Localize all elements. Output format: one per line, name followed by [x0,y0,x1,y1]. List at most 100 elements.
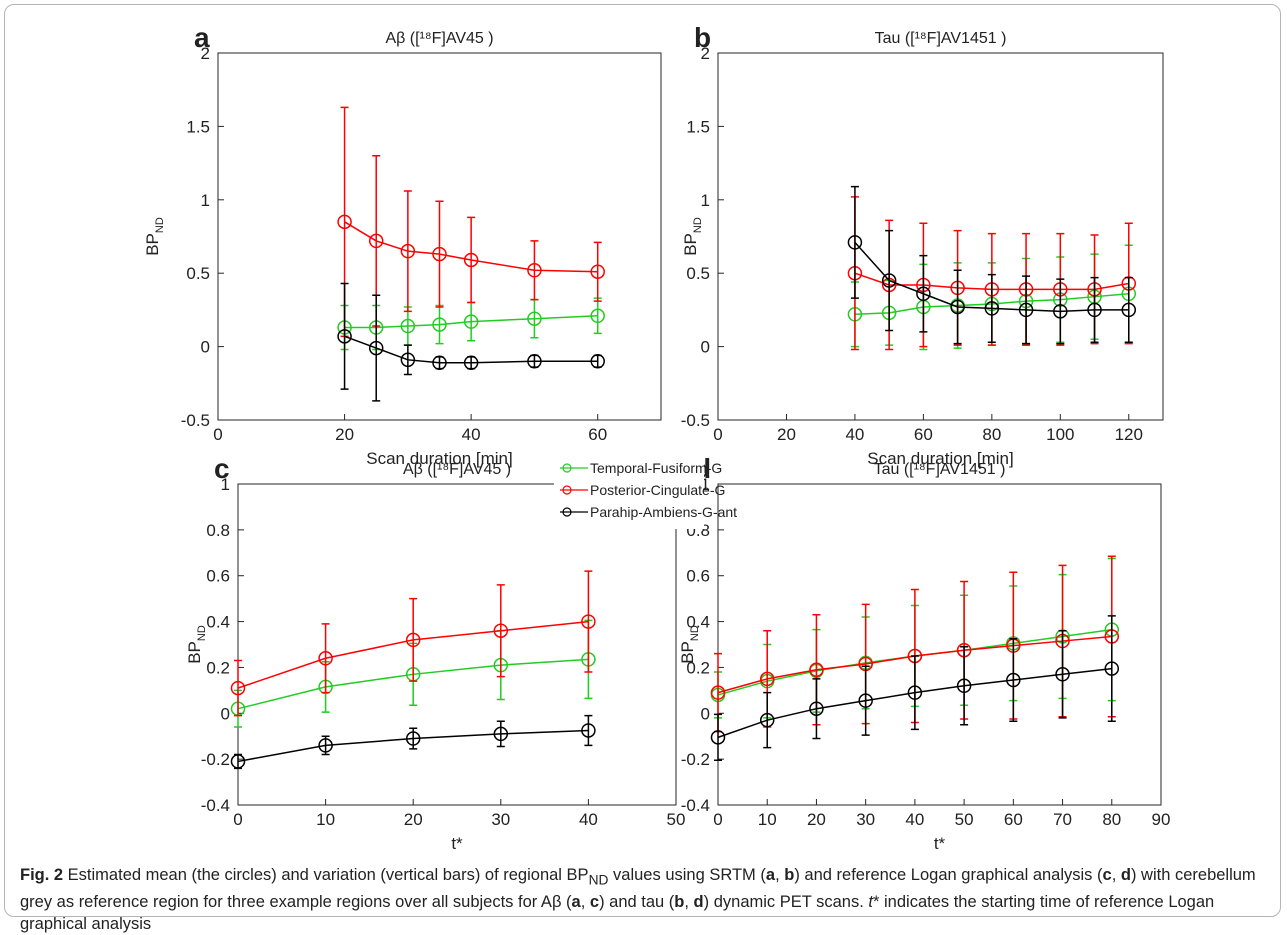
legend-label: Parahip-Ambiens-G-ant [590,504,737,520]
x-axis-label: Scan duration [min] [867,449,1013,468]
error-bar [435,200,444,308]
error-bar [714,713,722,762]
data-point [759,671,775,687]
x-tick-label: 40 [905,810,924,829]
y-axis-label-sub: ND [692,217,704,233]
data-point [847,235,863,250]
y-tick-label: 0 [701,338,710,357]
y-tick-label: -0.2 [681,750,710,769]
y-tick-label: 1.5 [686,117,710,136]
x-tick-label: 20 [335,425,354,444]
data-point [405,632,421,648]
error-bar [1056,278,1065,345]
x-axis-label: t* [934,834,946,853]
data-point [916,286,931,302]
caption: Fig. 2 Estimated mean (the circles) and … [20,864,1270,935]
legend-label: Temporal-Fusiform-G [590,460,722,476]
data-point [881,273,897,288]
error-bar [1124,276,1133,343]
data-point [527,311,542,326]
data-point [710,685,726,700]
caption-text: ) and reference Logan graphical analysis… [794,866,1103,884]
caption-text: values using SRTM ( [608,866,766,884]
y-tick-label: 0.4 [206,613,230,632]
y-tick-label: -0.5 [681,411,710,430]
data-point [527,354,542,369]
error-bar [910,655,919,731]
x-tick-label: 30 [856,810,875,829]
data-point [581,723,596,738]
error-bar [530,240,539,301]
data-point [337,214,352,230]
caption-text: b [784,866,795,884]
data-point [368,340,384,356]
error-bar [885,229,894,332]
caption-text: t [868,893,873,912]
y-tick-label: -0.4 [681,796,710,815]
y-tick-label: 0 [221,704,230,723]
x-tick-label: 80 [982,425,1001,444]
caption-text: ND [588,872,609,888]
error-bar [953,269,962,345]
error-bar [919,254,928,333]
y-axis-label-sub: ND [689,625,701,641]
chart-title: Aβ ([¹⁸F]AV45 ) [385,30,493,47]
data-point [590,264,605,279]
x-axis-label: t* [451,834,463,853]
data-point [432,355,447,370]
data-point [1018,302,1034,318]
data-point [984,301,1000,316]
x-tick-label: 80 [1102,810,1121,829]
x-tick-label: 10 [316,810,335,829]
caption-text: ) dynamic PET scans. [703,893,869,912]
y-tick-label: 2 [201,44,210,63]
error-bar [340,282,349,390]
error-bar [1009,638,1018,723]
x-tick-label: 0 [233,810,242,829]
legend-box [554,455,704,529]
caption-text: a [765,866,776,884]
x-tick-label: 70 [1053,810,1072,829]
data-point [1104,661,1120,676]
figure: 0 20 40 60-0.500.511.52a Aβ ([¹⁸F]AV45 )Scan… [143,22,1171,853]
data-point [1006,672,1021,688]
error-bar [1107,615,1116,723]
error-bar [1090,276,1099,343]
legend-marker [562,463,572,473]
data-point [759,712,775,728]
caption-text: d [1120,866,1131,884]
y-axis-label: BPND [681,217,704,256]
data-point [400,318,416,334]
legend-marker [562,485,572,495]
x-tick-label: 40 [462,425,481,444]
y-axis-label: BPND [143,217,166,256]
figure-frame [4,4,1281,917]
data-point [858,693,873,708]
data-point [463,355,479,370]
data-point [493,623,509,638]
x-tick-label: 50 [955,810,974,829]
y-tick-label: 0.2 [206,658,230,677]
x-tick-label: 60 [1004,810,1023,829]
y-tick-label: 0.4 [686,613,710,632]
data-point [493,726,509,742]
y-axis-label-main: BP [678,641,697,664]
data-point [318,651,333,666]
error-bar [960,646,969,726]
x-tick-label: 90 [1152,810,1171,829]
data-point [907,685,923,700]
error-bar [496,720,505,748]
error-bar [593,241,602,302]
caption-text: b [674,893,685,912]
y-axis-label-main: BP [143,233,162,256]
error-bar [812,678,821,740]
data-point [956,678,972,694]
x-tick-label: 20 [807,810,826,829]
data-point [527,263,542,278]
error-bar [584,570,593,673]
caption-text: , [1111,866,1121,884]
y-tick-label: 1 [201,191,210,210]
caption-text: ) and tau ( [599,893,675,912]
y-tick-label: 1 [701,475,710,494]
data-point [432,246,447,262]
